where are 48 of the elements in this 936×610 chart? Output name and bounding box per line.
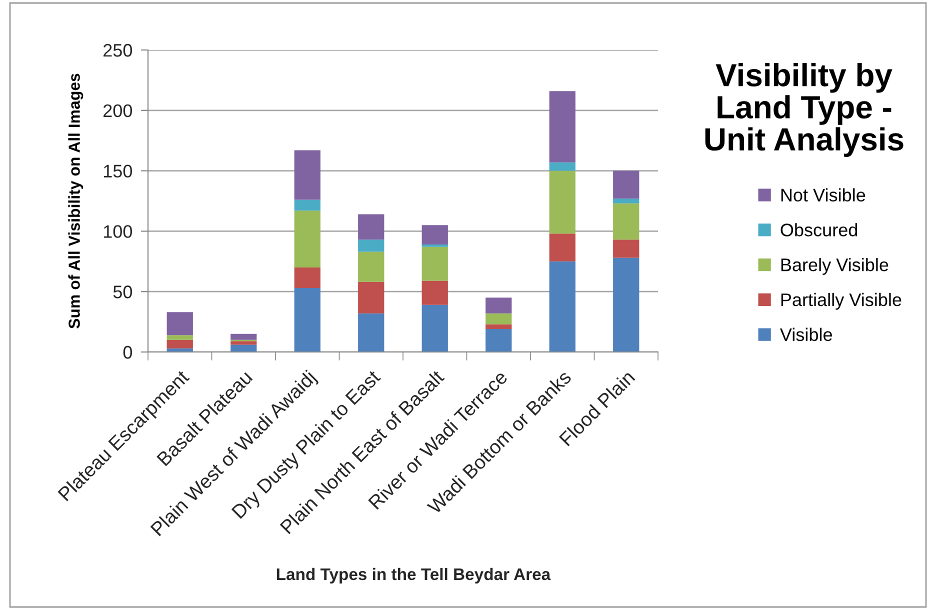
- bar: [358, 313, 384, 352]
- bar: [549, 261, 576, 352]
- bar: [613, 198, 640, 204]
- bar: [486, 329, 512, 352]
- bar: [166, 340, 193, 348]
- bar: [294, 200, 320, 211]
- legend-label: Visible: [780, 328, 832, 342]
- bar: [358, 240, 384, 252]
- bar: [294, 288, 320, 352]
- bar: [613, 258, 640, 352]
- legend-label: Barely Visible: [781, 258, 888, 275]
- y-axis-title: Sum of All Visibility on All Images: [68, 74, 84, 328]
- bar: [358, 282, 384, 314]
- text: Visibility by Land Type - Unit Analysis: [705, 63, 904, 157]
- y-tick-label: 100: [104, 225, 132, 238]
- bar: [422, 225, 448, 244]
- legend-label: Partially Visible: [781, 292, 902, 310]
- y-tick-label: 50: [113, 286, 132, 298]
- y-tick-label: 0: [123, 346, 132, 359]
- y-tick-label: 250: [104, 44, 132, 57]
- bar: [422, 244, 448, 247]
- x-axis-title: Land Types in the Tell Beydar Area: [276, 568, 551, 584]
- legend-label: Not Visible: [781, 188, 866, 202]
- y-tick-label: 150: [104, 164, 132, 178]
- bar: [294, 267, 320, 288]
- bar: [422, 280, 448, 305]
- bar: [230, 334, 257, 340]
- bar: [422, 246, 448, 281]
- bar: [294, 150, 320, 200]
- bar: [486, 324, 512, 330]
- bar: [549, 170, 576, 234]
- bar: [358, 252, 384, 282]
- bar: [294, 210, 320, 268]
- bar: [549, 91, 576, 162]
- bar: [549, 234, 576, 262]
- bar: [230, 341, 257, 345]
- bar: [613, 170, 640, 199]
- bar: [486, 298, 512, 314]
- y-tick-label: 200: [104, 104, 132, 118]
- bar: [549, 162, 576, 171]
- bar: [486, 313, 512, 324]
- bar: [613, 240, 640, 258]
- bar: [166, 312, 193, 336]
- bar: [422, 304, 448, 352]
- legend-label: Obscured: [780, 223, 858, 236]
- bar: [166, 335, 193, 340]
- bar: [358, 214, 384, 240]
- bar: [613, 203, 640, 240]
